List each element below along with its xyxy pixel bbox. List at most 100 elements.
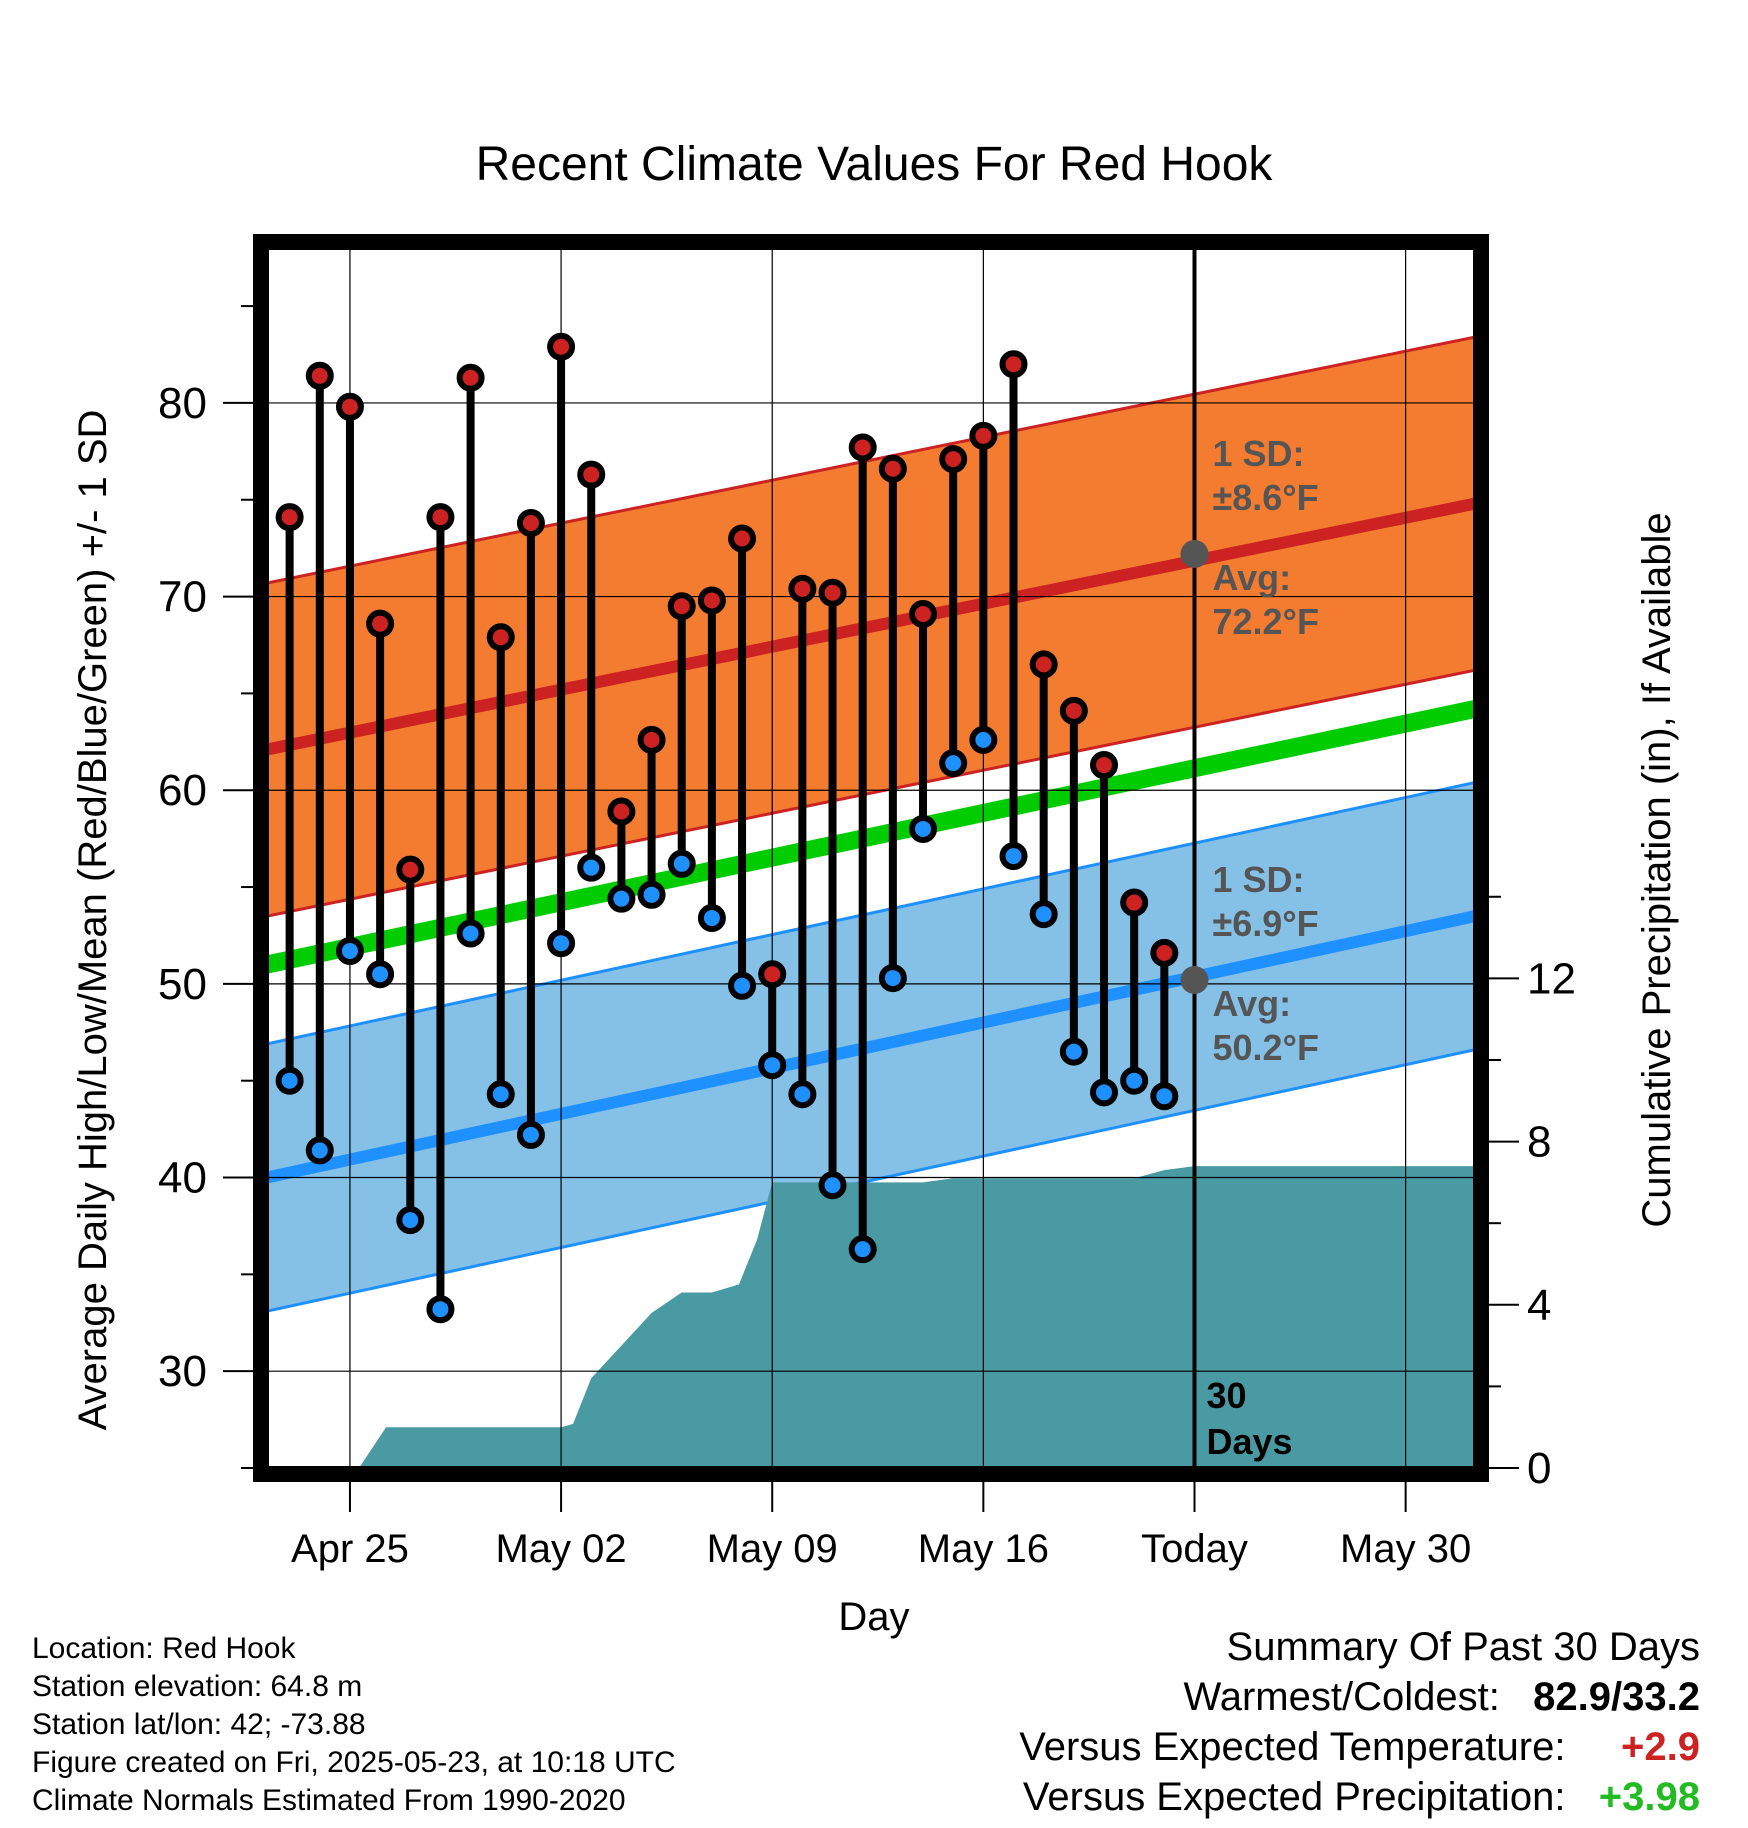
low-point xyxy=(486,1080,515,1109)
y2-tick-label: 12 xyxy=(1527,954,1576,1003)
high-sd-value: ±8.6°F xyxy=(1212,477,1318,518)
low-point xyxy=(456,919,485,948)
high-point xyxy=(1029,650,1058,679)
low-point xyxy=(335,936,364,965)
low-point xyxy=(909,814,938,843)
low-point xyxy=(878,964,907,993)
y-tick-label: 40 xyxy=(158,1154,207,1203)
window-days-label: Days xyxy=(1206,1421,1292,1462)
high-point xyxy=(969,421,998,450)
low-sd-value: ±6.9°F xyxy=(1212,903,1318,944)
high-point xyxy=(335,392,364,421)
y-tick-label: 60 xyxy=(158,766,207,815)
low-point xyxy=(758,1051,787,1080)
low-point xyxy=(547,929,576,958)
low-point xyxy=(999,842,1028,871)
precip-value: +3.98 xyxy=(1598,1775,1700,1819)
y2-tick-label: 8 xyxy=(1527,1118,1551,1167)
y2-tick-label: 4 xyxy=(1527,1281,1551,1330)
y2-axis-label: Cumulative Precipitation (in), If Availa… xyxy=(1635,512,1679,1227)
low-point xyxy=(637,880,666,909)
low-point xyxy=(939,749,968,778)
y-tick-label: 70 xyxy=(158,573,207,622)
low-point xyxy=(788,1080,817,1109)
high-point xyxy=(456,363,485,392)
x-tick-label: May 30 xyxy=(1340,1527,1471,1571)
high-point xyxy=(547,332,576,361)
low-point xyxy=(1059,1037,1088,1066)
low-point xyxy=(577,853,606,882)
x-tick-label: May 16 xyxy=(918,1527,1049,1571)
low-normal-line xyxy=(267,910,1475,1184)
high-point xyxy=(637,725,666,754)
high-point xyxy=(396,855,425,884)
high-point xyxy=(1120,888,1149,917)
elevation-text: Station elevation: 64.8 m xyxy=(32,1670,363,1703)
summary-title: Summary Of Past 30 Days xyxy=(1226,1625,1700,1669)
precip-label: Versus Expected Precipitation: xyxy=(1022,1775,1566,1819)
high-point xyxy=(758,960,787,989)
high-sd-label: 1 SD: xyxy=(1212,433,1304,474)
high-point xyxy=(305,361,334,390)
high-point xyxy=(577,460,606,489)
y2-tick-label: 0 xyxy=(1527,1444,1551,1493)
low-point xyxy=(366,960,395,989)
low-point xyxy=(969,725,998,754)
high-point xyxy=(818,578,847,607)
warmest-value: 82.9/33.2 xyxy=(1533,1675,1700,1719)
low-point xyxy=(1120,1066,1149,1095)
low-sd-edge-line xyxy=(267,781,1475,1046)
y-tick-label: 30 xyxy=(158,1347,207,1396)
high-point xyxy=(697,586,726,615)
x-tick-label: Today xyxy=(1141,1527,1248,1571)
low-avg-marker xyxy=(1180,966,1209,994)
x-tick-label: May 02 xyxy=(495,1527,626,1571)
temp-label: Versus Expected Temperature: xyxy=(1019,1725,1566,1769)
low-point xyxy=(667,849,696,878)
low-sd-label: 1 SD: xyxy=(1212,859,1304,900)
location-text: Location: Red Hook xyxy=(32,1632,296,1665)
low-point xyxy=(1029,900,1058,929)
summary-panel: Summary Of Past 30 Days Warmest/Coldest:… xyxy=(1019,1622,1700,1822)
normals-text: Climate Normals Estimated From 1990-2020 xyxy=(32,1784,626,1817)
high-point xyxy=(667,592,696,621)
high-point xyxy=(848,433,877,462)
high-avg-value: 72.2°F xyxy=(1212,601,1318,642)
warmest-label: Warmest/Coldest: xyxy=(1183,1675,1500,1719)
high-point xyxy=(366,609,395,638)
x-tick-label: May 09 xyxy=(707,1527,838,1571)
high-point xyxy=(426,503,455,532)
low-point xyxy=(1090,1078,1119,1107)
low-point xyxy=(426,1295,455,1324)
high-point xyxy=(788,574,817,603)
low-point xyxy=(305,1136,334,1165)
low-point xyxy=(275,1066,304,1095)
low-point xyxy=(848,1235,877,1264)
high-point xyxy=(1090,751,1119,780)
window-days-number: 30 xyxy=(1206,1375,1246,1416)
station-info: Location: Red Hook Station elevation: 64… xyxy=(32,1630,676,1820)
temp-value: +2.9 xyxy=(1621,1725,1700,1769)
high-point xyxy=(1059,696,1088,725)
high-point xyxy=(1150,938,1179,967)
high-point xyxy=(999,350,1028,379)
high-avg-label: Avg: xyxy=(1212,557,1291,598)
high-point xyxy=(878,454,907,483)
high-point xyxy=(275,503,304,532)
latlon-text: Station lat/lon: 42; -73.88 xyxy=(32,1708,366,1741)
high-avg-marker xyxy=(1180,539,1209,568)
low-point xyxy=(1150,1082,1179,1111)
high-point xyxy=(939,445,968,474)
high-point xyxy=(486,623,515,652)
low-point xyxy=(607,884,636,913)
high-point xyxy=(728,524,757,553)
high-point xyxy=(516,508,545,537)
high-point xyxy=(909,600,938,628)
low-avg-value: 50.2°F xyxy=(1212,1027,1318,1068)
plot-frame xyxy=(253,234,1489,1482)
y-tick-label: 80 xyxy=(158,379,207,428)
low-avg-label: Avg: xyxy=(1212,983,1291,1024)
high-point xyxy=(607,797,636,826)
